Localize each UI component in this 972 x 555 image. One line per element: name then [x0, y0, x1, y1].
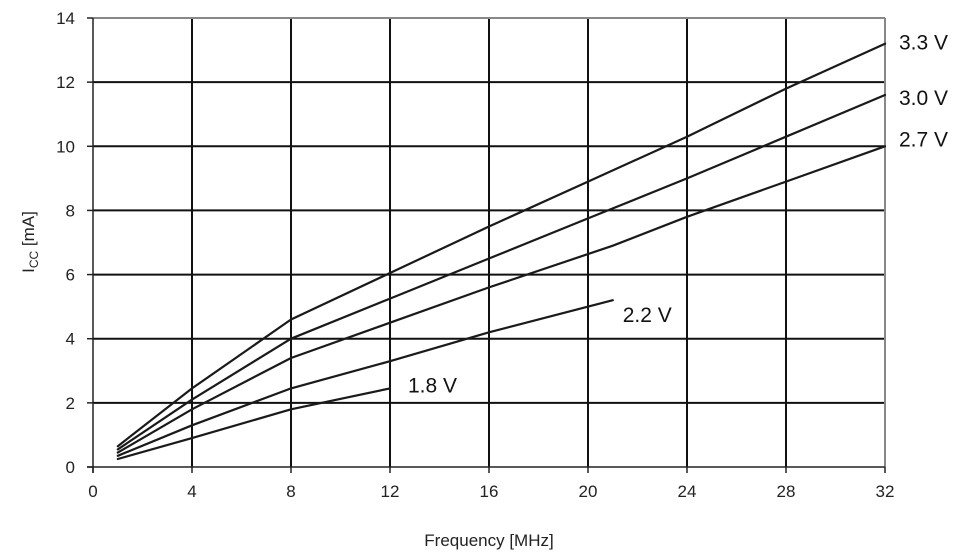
y-axis-label-subscript: CC [27, 250, 41, 268]
series-label: 2.2 V [623, 304, 672, 327]
y-tick-label: 6 [66, 266, 75, 285]
y-tick-label: 2 [66, 394, 75, 413]
x-tick-label: 12 [381, 482, 400, 501]
y-axis-label: ICC [mA] [19, 211, 41, 273]
series-label-layer: 3.3 V 3.0 V 2.7 V 2.2 V 1.8 V [408, 32, 948, 398]
grid-layer [93, 18, 885, 467]
series-line-1-8-v [116, 387, 392, 461]
series-line-3-3-v [116, 42, 887, 448]
y-tick-label: 4 [66, 330, 75, 349]
series-label: 3.3 V [899, 32, 948, 55]
x-tick-label: 28 [777, 482, 796, 501]
y-tick-label: 14 [56, 9, 75, 28]
series-line-2-7-v [116, 145, 887, 454]
series-label: 2.7 V [899, 128, 948, 151]
x-tick-label: 8 [286, 482, 295, 501]
y-axis-label-unit: [mA] [19, 211, 38, 251]
series-label: 3.0 V [899, 87, 948, 110]
series-line-3-0-v [116, 93, 887, 451]
y-axis-label-main: I [19, 268, 38, 273]
x-tick-label: 24 [678, 482, 697, 501]
plot-frame [87, 17, 886, 473]
y-tick-label: 12 [56, 73, 75, 92]
x-tick-label: 0 [88, 482, 97, 501]
y-tick-label: 0 [66, 458, 75, 477]
series-line-2-2-v [116, 299, 614, 457]
x-tick-label: 32 [876, 482, 895, 501]
x-tick-label: 16 [480, 482, 499, 501]
x-axis-label: Frequency [MHz] [424, 531, 553, 550]
y-tick-label: 10 [56, 137, 75, 156]
x-tick-label: 4 [187, 482, 196, 501]
series-label: 1.8 V [408, 374, 457, 397]
series-layer [116, 42, 887, 461]
y-tick-label: 8 [66, 201, 75, 220]
x-tick-label: 20 [579, 482, 598, 501]
